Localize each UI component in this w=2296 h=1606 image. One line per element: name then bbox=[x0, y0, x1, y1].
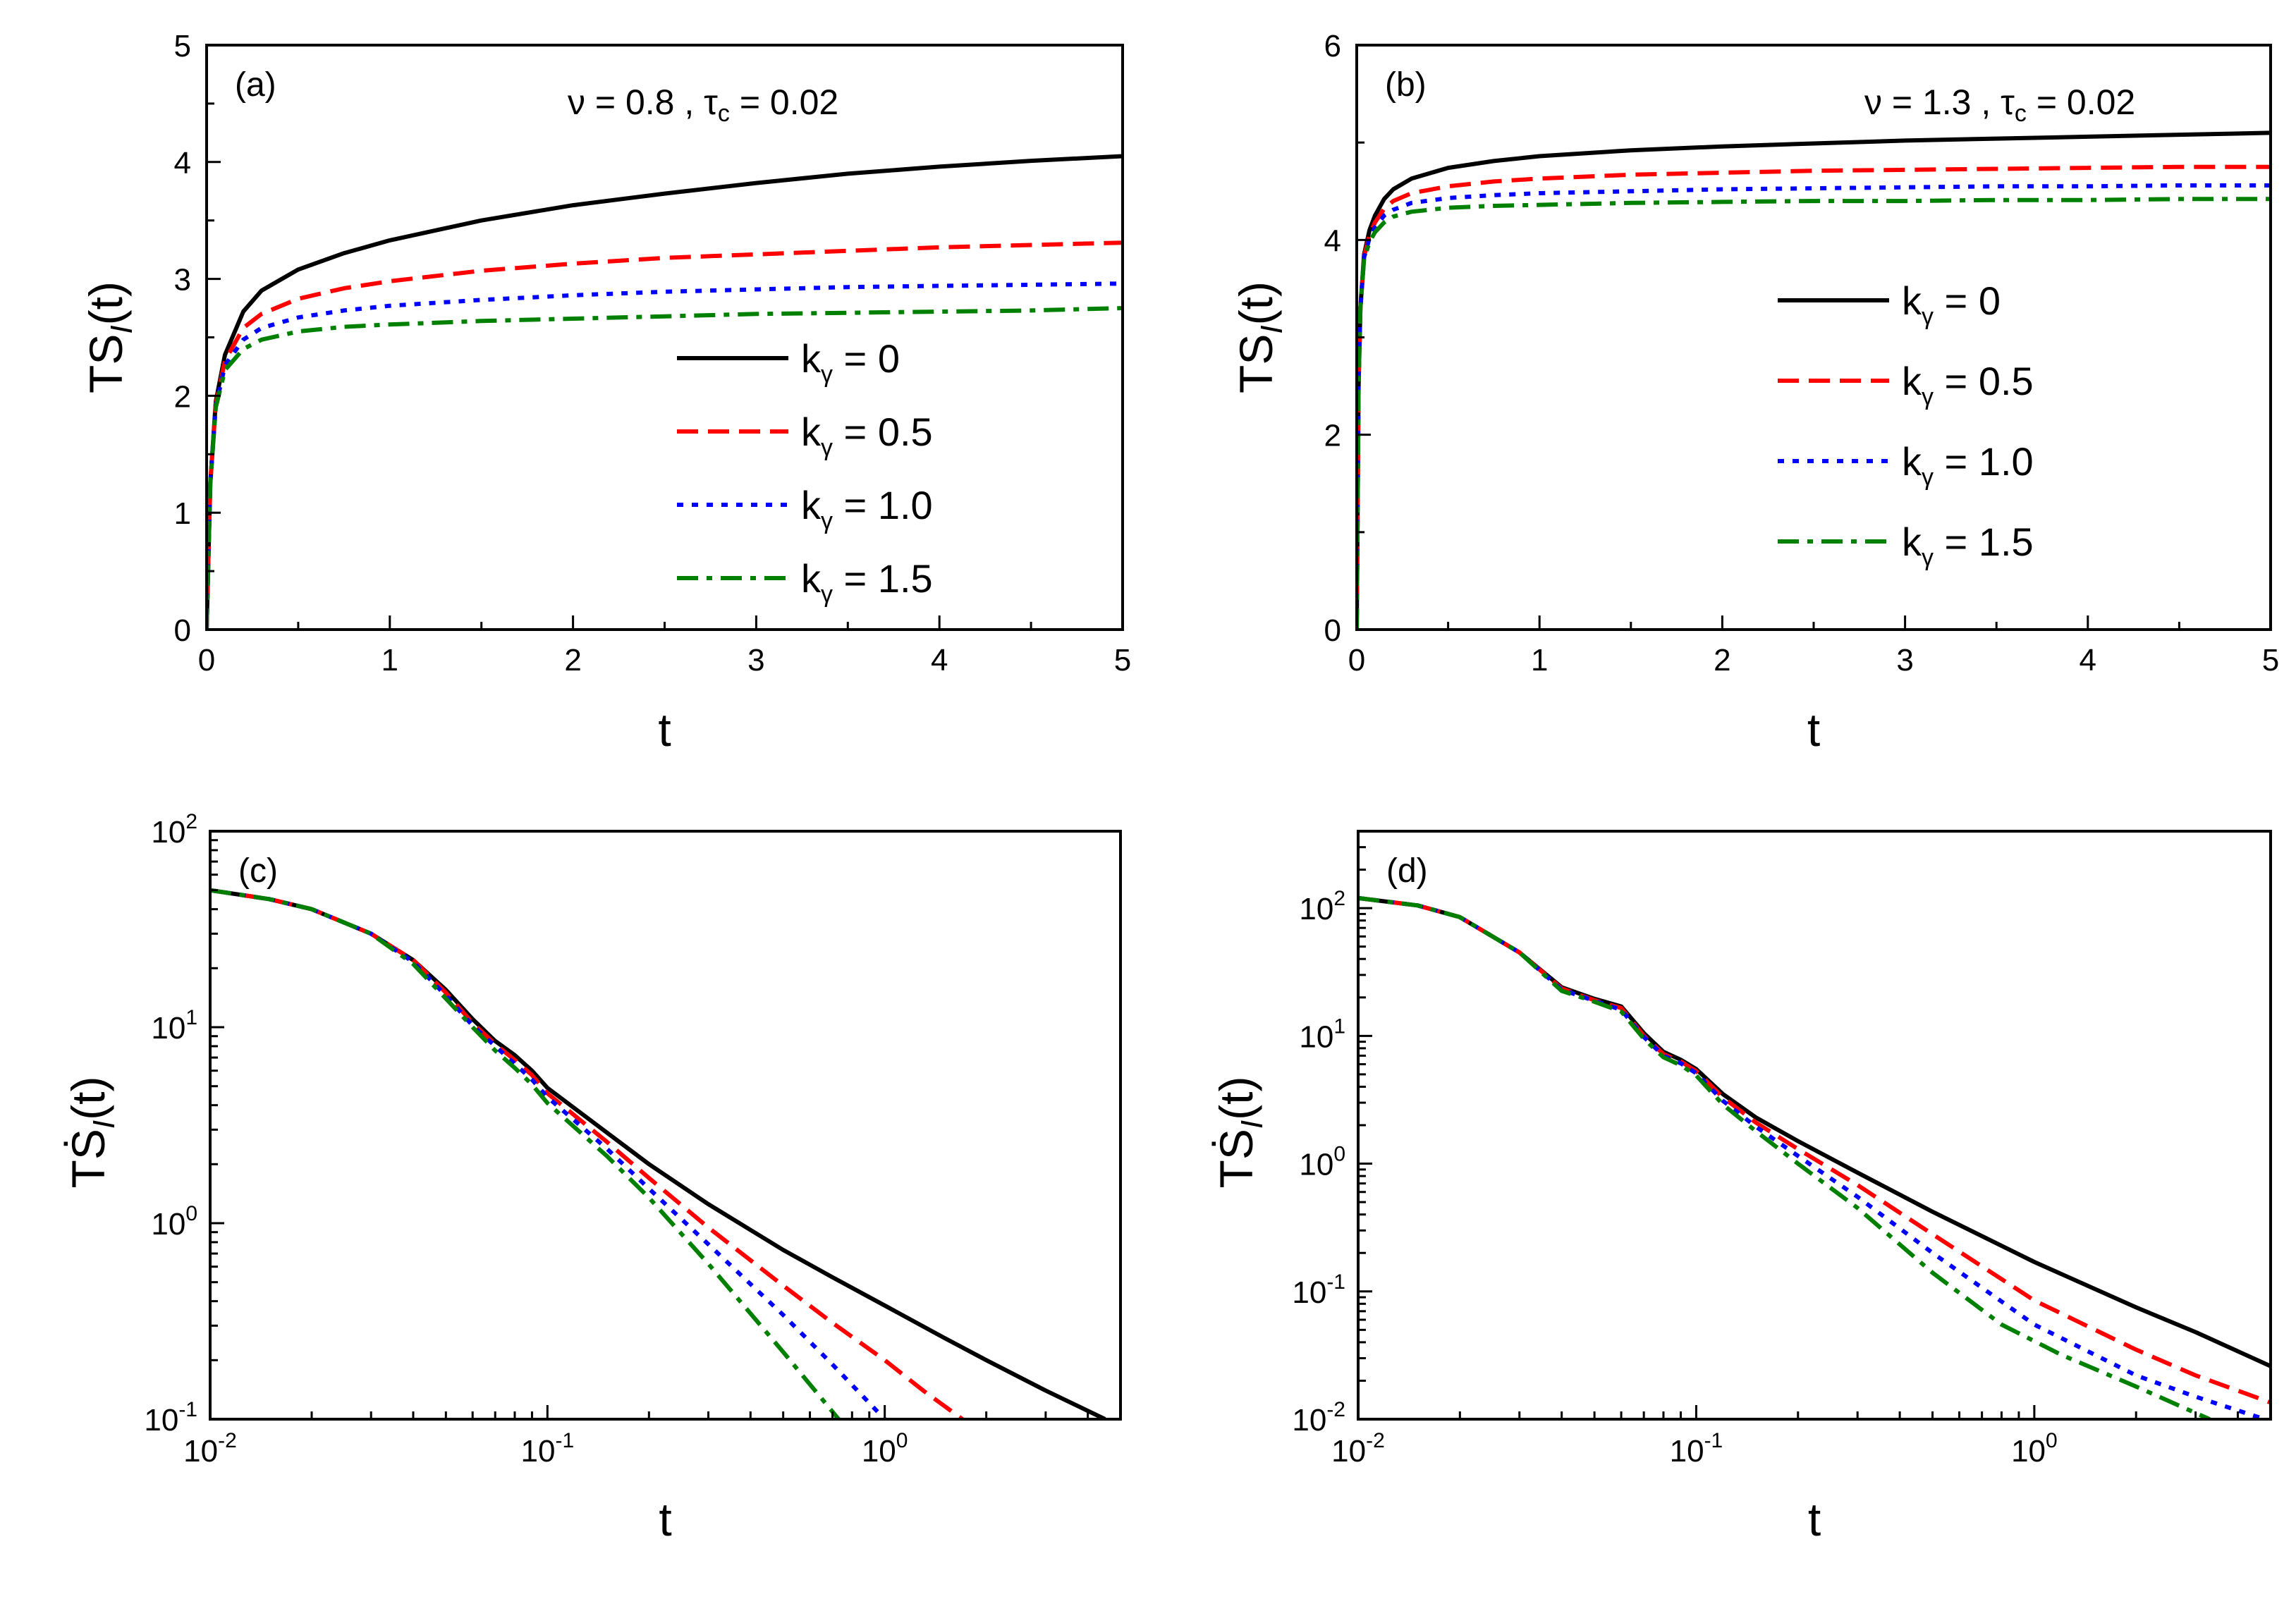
legend-label-1: kγ = 0.5 bbox=[1902, 359, 2034, 410]
series-line-d-0 bbox=[1358, 895, 2271, 1368]
series-line-d-1 bbox=[1358, 895, 2271, 1405]
panel-d: 10-2 10-1 100 10-2 10-1 100 101 102 (d) t TṠI(t) bbox=[1210, 830, 2272, 1545]
x-tick-label: 100 bbox=[862, 1429, 908, 1469]
legend-label-0: kγ = 0 bbox=[801, 336, 900, 388]
x-tick-label: 3 bbox=[747, 643, 764, 678]
y-tick-label: 10-2 bbox=[1292, 1398, 1345, 1438]
series-line-b-3 bbox=[1357, 197, 2271, 630]
x-tick-label: 100 bbox=[2011, 1429, 2058, 1469]
panel-tag: (c) bbox=[238, 852, 278, 890]
y-axis-title: TṠI(t) bbox=[1210, 1077, 1269, 1189]
legend-label-0: kγ = 0 bbox=[1902, 278, 2001, 330]
x-tick-label: 3 bbox=[1896, 643, 1913, 678]
legend-label-3: kγ = 1.5 bbox=[1902, 520, 2034, 571]
x-axis-title: t bbox=[658, 704, 671, 756]
series-line-d-3 bbox=[1358, 895, 2211, 1419]
x-tick-label: 2 bbox=[1714, 643, 1730, 678]
y-tick-label: 0 bbox=[174, 613, 191, 648]
plot-frame bbox=[209, 830, 1122, 1421]
x-tick-label: 10-1 bbox=[1670, 1429, 1723, 1469]
series-line-a-3 bbox=[207, 306, 1123, 630]
y-tick-label: 10-1 bbox=[1292, 1270, 1345, 1310]
y-tick-label: 100 bbox=[151, 1202, 197, 1242]
panel-a: 0 1 2 3 4 5 0 1 2 3 4 5 (a) t TSI(t) ν = 0.8 , τc = 0.0… bbox=[80, 29, 1131, 756]
legend: kγ = 0 kγ = 0.5 kγ = 1.0 kγ = 1.5 bbox=[1778, 278, 2034, 571]
y-tick-label: 2 bbox=[174, 379, 191, 414]
y-tick-label: 0 bbox=[1324, 613, 1341, 648]
y-tick-label: 3 bbox=[174, 263, 191, 298]
x-tick-label: 4 bbox=[2080, 643, 2096, 678]
x-tick-label: 10-1 bbox=[521, 1429, 575, 1469]
series-line-a-1 bbox=[207, 240, 1123, 630]
y-axis-title: TṠI(t) bbox=[62, 1077, 121, 1189]
panel-b: 0 1 2 3 4 5 0 2 4 6 (b) t TSI(t) ν = 1.3 , τc = 0.02 k… bbox=[1230, 29, 2279, 756]
y-tick-label: 5 bbox=[174, 29, 191, 63]
y-tick-label: 102 bbox=[151, 810, 197, 850]
panel-tag: (d) bbox=[1386, 852, 1428, 890]
y-tick-label: 6 bbox=[1324, 29, 1341, 63]
y-tick-label: 101 bbox=[151, 1006, 197, 1046]
y-tick-label: 102 bbox=[1299, 887, 1345, 926]
parameter-annotation: ν = 1.3 , τc = 0.02 bbox=[1864, 82, 2135, 127]
y-axis-title: TSI(t) bbox=[80, 281, 139, 393]
y-axis-title: TSI(t) bbox=[1230, 281, 1289, 393]
x-tick-label: 2 bbox=[564, 643, 581, 678]
x-tick-label: 4 bbox=[931, 643, 948, 678]
y-tick-label: 4 bbox=[1324, 223, 1341, 258]
series-line-c-3 bbox=[210, 888, 841, 1419]
y-tick-label: 101 bbox=[1299, 1015, 1345, 1054]
plot-frame bbox=[205, 44, 1124, 631]
legend-label-2: kγ = 1.0 bbox=[1902, 439, 2034, 491]
y-tick-label: 10-1 bbox=[144, 1398, 197, 1438]
x-tick-label: 10-2 bbox=[183, 1429, 237, 1469]
x-tick-label: 5 bbox=[1114, 643, 1131, 678]
series-line-c-1 bbox=[210, 888, 964, 1419]
panel-tag: (a) bbox=[235, 66, 276, 104]
series-line-b-2 bbox=[1357, 183, 2271, 630]
series-line-a-0 bbox=[207, 154, 1123, 630]
legend: kγ = 0 kγ = 0.5 kγ = 1.0 kγ = 1.5 bbox=[677, 336, 933, 608]
x-tick-label: 5 bbox=[2262, 643, 2279, 678]
x-tick-label: 1 bbox=[381, 643, 398, 678]
legend-label-3: kγ = 1.5 bbox=[801, 556, 933, 608]
x-tick-label: 0 bbox=[198, 643, 215, 678]
series-line-a-2 bbox=[207, 281, 1123, 630]
x-tick-label: 1 bbox=[1531, 643, 1548, 678]
series-line-c-2 bbox=[210, 888, 886, 1419]
y-tick-label: 2 bbox=[1324, 419, 1341, 453]
x-axis-title: t bbox=[1807, 704, 1820, 756]
panel-tag: (b) bbox=[1385, 66, 1427, 104]
plot-frame bbox=[1355, 44, 2272, 631]
series-line-b-1 bbox=[1357, 164, 2271, 630]
series-line-c-0 bbox=[210, 888, 1106, 1419]
x-axis-title: t bbox=[1808, 1493, 1821, 1545]
x-tick-label: 0 bbox=[1348, 643, 1365, 678]
y-tick-label: 1 bbox=[174, 496, 191, 531]
parameter-annotation: ν = 0.8 , τc = 0.02 bbox=[568, 82, 838, 127]
y-tick-label: 100 bbox=[1299, 1143, 1345, 1182]
y-tick-label: 4 bbox=[174, 146, 191, 180]
legend-label-2: kγ = 1.0 bbox=[801, 483, 933, 534]
legend-label-1: kγ = 0.5 bbox=[801, 410, 933, 461]
plot-frame bbox=[1357, 830, 2272, 1421]
x-axis-title: t bbox=[659, 1493, 671, 1545]
x-tick-label: 10-2 bbox=[1331, 1429, 1385, 1469]
